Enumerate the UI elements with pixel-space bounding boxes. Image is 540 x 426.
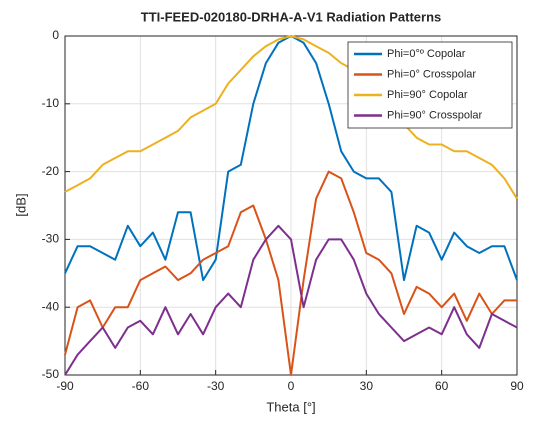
x-tick-label: -30 <box>207 379 225 393</box>
series-line <box>64 224 518 376</box>
legend-label: Phi=90° Copolar <box>387 89 468 101</box>
y-axis-label: [dB] <box>13 193 28 216</box>
y-tick-label: -40 <box>42 299 60 313</box>
x-tick-label: 60 <box>435 379 449 393</box>
x-tick-label: 0 <box>288 379 295 393</box>
series-line <box>64 35 518 200</box>
x-tick-label: 30 <box>360 379 374 393</box>
series-line <box>64 170 517 376</box>
y-tick-label: 0 <box>52 28 59 42</box>
x-tick-label: -90 <box>56 379 74 393</box>
y-tick-label: -30 <box>42 232 60 246</box>
legend-label: Phi=90° Crosspolar <box>387 109 483 121</box>
x-tick-label: -60 <box>132 379 150 393</box>
x-tick-label: 90 <box>510 379 524 393</box>
y-tick-label: -50 <box>42 367 60 381</box>
legend-label: Phi=0°º Copolar <box>387 48 466 60</box>
legend-label: Phi=0° Crosspolar <box>387 68 476 80</box>
chart-title: TTI-FEED-020180-DRHA-A-V1 Radiation Patt… <box>141 9 442 24</box>
y-tick-label: -10 <box>42 96 60 110</box>
legend-box <box>347 41 513 129</box>
y-tick-label: -20 <box>42 164 60 178</box>
x-axis-label: Theta [°] <box>266 399 315 414</box>
